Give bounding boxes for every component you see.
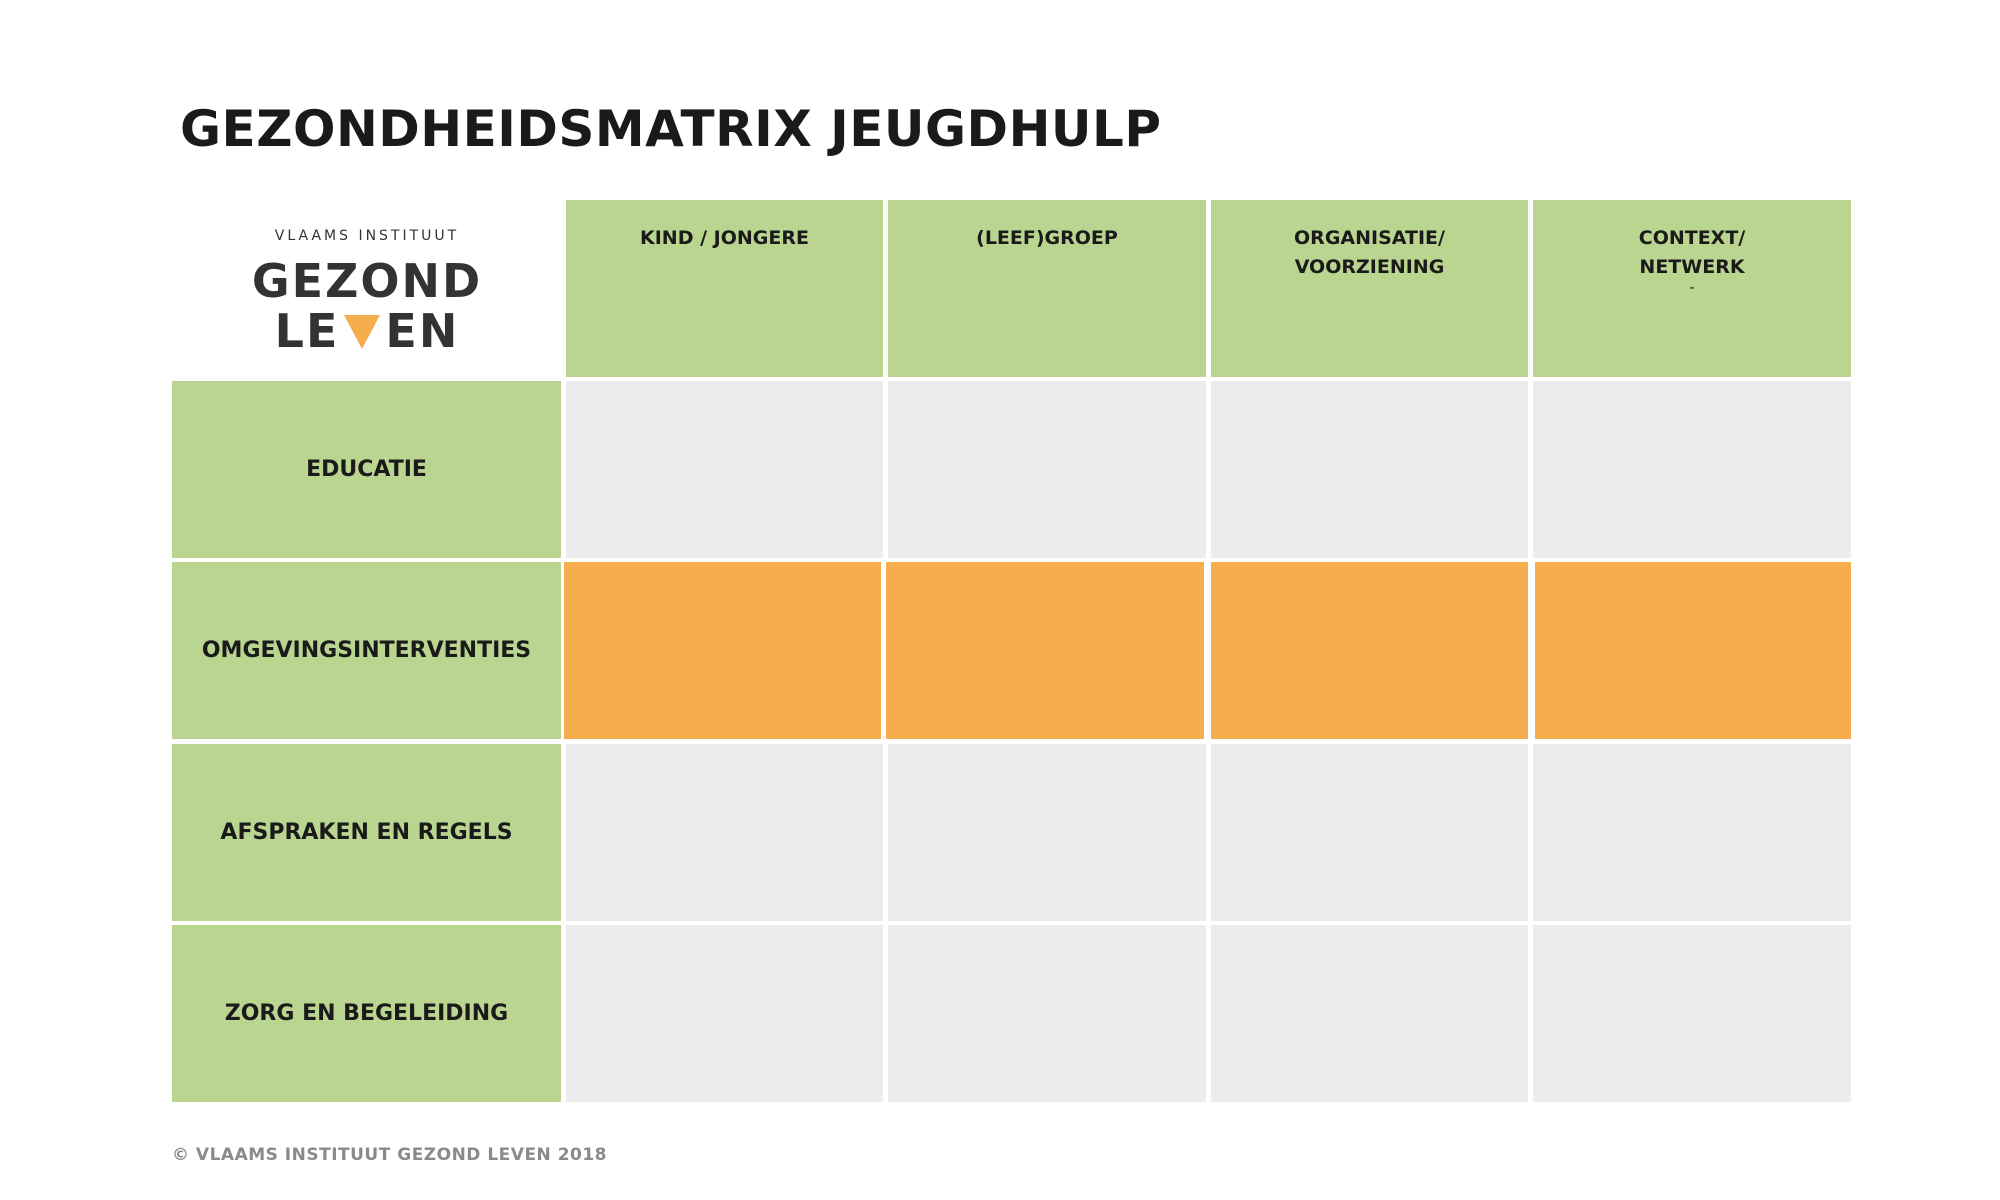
- matrix-cell[interactable]: [888, 925, 1206, 1102]
- matrix-cell[interactable]: [888, 744, 1206, 921]
- row-header-zorg-en-begeleiding: ZORG EN BEGELEIDING: [172, 925, 561, 1102]
- column-header-dash: -: [1689, 280, 1695, 296]
- matrix-cell[interactable]: [1211, 925, 1528, 1102]
- row-header-educatie: EDUCATIE: [172, 381, 561, 558]
- matrix-cell[interactable]: [566, 925, 883, 1102]
- matrix-cell-highlighted[interactable]: [1211, 562, 1528, 739]
- column-header-label: (LEEF)GROEP: [976, 227, 1118, 249]
- column-header-label: CONTEXT/: [1638, 227, 1746, 249]
- row-header-afspraken-en-regels: AFSPRAKEN EN REGELS: [172, 744, 561, 921]
- column-header-kind-jongere: KIND / JONGERE: [566, 200, 883, 377]
- matrix-cell[interactable]: [1211, 744, 1528, 921]
- column-header-context: CONTEXT/ NETWERK -: [1533, 200, 1851, 377]
- matrix-cell[interactable]: [566, 381, 883, 558]
- logo-line-2-left: LE: [274, 304, 340, 358]
- matrix-cell[interactable]: [566, 744, 883, 921]
- page-title: GEZONDHEIDSMATRIX JEUGDHULP: [180, 100, 1162, 158]
- column-header-label-2: VOORZIENING: [1294, 256, 1445, 278]
- column-header-label: ORGANISATIE/: [1294, 227, 1445, 249]
- matrix-cell[interactable]: [1533, 925, 1851, 1102]
- row-header-omgevingsinterventies: OMGEVINGSINTERVENTIES: [172, 562, 561, 739]
- copyright-footer: © VLAAMS INSTITUUT GEZOND LEVEN 2018: [172, 1145, 608, 1165]
- column-header-organisatie: ORGANISATIE/ VOORZIENING: [1211, 200, 1528, 377]
- matrix-cell-highlighted[interactable]: [1535, 562, 1851, 739]
- matrix-cell[interactable]: [1533, 744, 1851, 921]
- gezond-leven-logo: VLAAMS INSTITUUT GEZOND LE EN: [172, 200, 562, 375]
- triangle-icon: [344, 315, 381, 349]
- column-header-leefgroep: (LEEF)GROEP: [888, 200, 1206, 377]
- matrix-cell[interactable]: [888, 381, 1206, 558]
- matrix-cell-highlighted[interactable]: [564, 562, 881, 739]
- column-header-label: KIND / JONGERE: [640, 227, 809, 249]
- logo-line-2-right: EN: [385, 304, 460, 358]
- column-header-label-2: NETWERK: [1639, 256, 1745, 278]
- matrix-cell[interactable]: [1533, 381, 1851, 558]
- logo-line-2: LE EN: [172, 308, 562, 354]
- matrix-cell-highlighted[interactable]: [886, 562, 1204, 739]
- logo-line-1: GEZOND: [251, 254, 483, 308]
- logo-pretext: VLAAMS INSTITUUT: [274, 228, 460, 244]
- matrix-cell[interactable]: [1211, 381, 1528, 558]
